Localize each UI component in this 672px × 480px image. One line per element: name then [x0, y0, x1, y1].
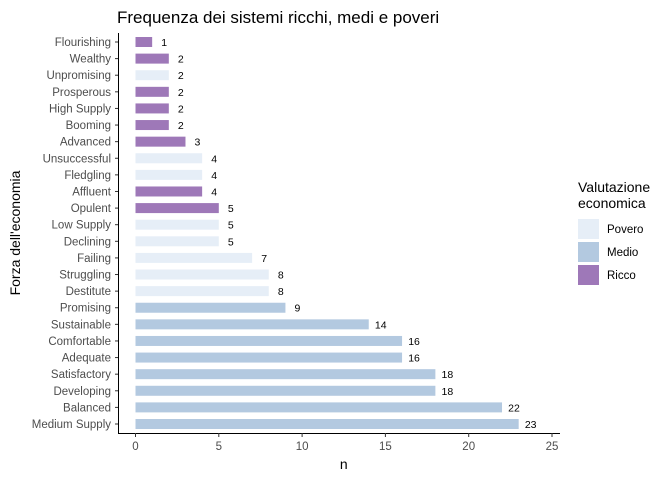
bar	[135, 219, 219, 230]
bar	[135, 236, 219, 247]
data-label: 4	[211, 170, 217, 182]
data-label: 18	[442, 369, 454, 381]
y-tick-label: Destitute	[66, 286, 111, 298]
bar	[135, 120, 169, 131]
data-label: 2	[178, 87, 184, 99]
x-axis: 0 5 10 15 20 25	[118, 433, 560, 453]
x-tick-label: 25	[546, 441, 559, 453]
y-tick-label: Affluent	[72, 186, 112, 198]
data-label: 16	[408, 336, 420, 348]
data-label: 22	[508, 402, 520, 414]
bar	[135, 269, 269, 280]
legend-title: Valutazione economica	[578, 179, 650, 211]
x-axis-title: n	[340, 456, 348, 472]
data-label: 5	[228, 203, 234, 215]
y-axis-title: Forza dell'economia	[7, 170, 23, 295]
bar	[135, 302, 286, 313]
y-tick-label: Failing	[77, 253, 111, 265]
bar	[135, 385, 436, 396]
y-tick-label: Low Supply	[52, 220, 112, 232]
bar	[135, 286, 269, 297]
data-label: 4	[211, 186, 217, 198]
bar	[135, 186, 203, 197]
data-label: 16	[408, 353, 420, 365]
y-tick-label: Wealthy	[70, 54, 112, 66]
y-tick-label: Flourishing	[55, 37, 111, 49]
data-label: 23	[525, 419, 537, 431]
data-label: 8	[278, 270, 284, 282]
data-label: 3	[195, 137, 201, 149]
legend-label: Ricco	[607, 270, 636, 282]
legend-label: Povero	[607, 224, 643, 236]
x-tick-label: 0	[132, 441, 138, 453]
bar	[135, 153, 203, 164]
bar	[135, 319, 369, 330]
y-tick-label: Adequate	[62, 353, 111, 365]
x-tick-label: 20	[462, 441, 475, 453]
y-tick-label: Struggling	[59, 270, 111, 282]
data-label: 1	[161, 37, 167, 49]
chart-title: Frequenza dei sistemi ricchi, medi e pov…	[117, 8, 439, 27]
data-label: 5	[228, 220, 234, 232]
bar	[135, 335, 403, 346]
y-tick-label: Medium Supply	[32, 419, 112, 431]
bar	[135, 169, 203, 180]
legend-swatch	[578, 242, 599, 262]
bar	[135, 252, 253, 263]
y-tick-label: Advanced	[60, 137, 111, 149]
legend-swatch	[578, 219, 599, 239]
y-tick-label: Comfortable	[48, 336, 111, 348]
y-tick-label: Prosperous	[52, 87, 111, 99]
y-tick-label: High Supply	[49, 103, 111, 115]
data-label: 14	[375, 319, 387, 331]
data-label: 9	[295, 303, 301, 315]
y-tick-label: Opulent	[71, 203, 112, 215]
bar	[135, 70, 169, 81]
data-label: 7	[261, 253, 267, 265]
bars-group	[135, 37, 519, 429]
y-tick-label: Unsuccessful	[43, 153, 111, 165]
y-tick-label: Satisfactory	[51, 369, 111, 381]
data-label: 18	[442, 386, 454, 398]
y-tick-label: Promising	[60, 303, 111, 315]
bar	[135, 37, 153, 47]
x-tick-label: 10	[296, 441, 309, 453]
legend-swatch	[578, 265, 599, 285]
data-label: 2	[178, 70, 184, 82]
y-tick-label: Unpromising	[46, 70, 111, 82]
y-tick-label: Balanced	[63, 402, 111, 414]
data-label: 2	[178, 120, 184, 132]
y-tick-label: Booming	[66, 120, 111, 132]
x-tick-label: 5	[216, 441, 222, 453]
data-label: 8	[278, 286, 284, 298]
y-axis: Flourishing Wealthy Unpromising Prosperous H…	[32, 33, 119, 433]
data-label: 2	[178, 103, 184, 115]
y-tick-label: Sustainable	[51, 319, 111, 331]
bar	[135, 86, 169, 97]
bar	[135, 53, 169, 64]
legend: Valutazione economica Povero Medio Ricco	[578, 179, 650, 285]
data-label: 5	[228, 236, 234, 248]
bar	[135, 203, 219, 214]
y-tick-label: Fledgling	[64, 170, 111, 182]
bar	[135, 369, 436, 380]
y-tick-label: Developing	[53, 386, 111, 398]
bar	[135, 402, 503, 413]
legend-label: Medio	[607, 247, 638, 259]
x-tick-label: 15	[379, 441, 392, 453]
bar	[135, 352, 403, 363]
bar	[135, 103, 169, 114]
y-tick-label: Declining	[64, 236, 111, 248]
bar	[135, 136, 186, 147]
data-label: 4	[211, 153, 217, 165]
data-label: 2	[178, 54, 184, 66]
bar	[135, 419, 519, 429]
